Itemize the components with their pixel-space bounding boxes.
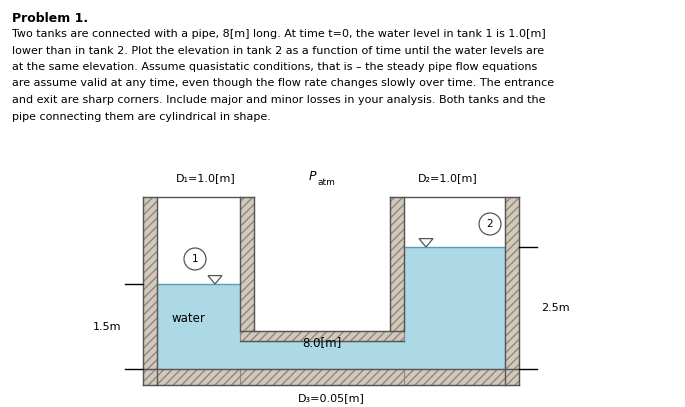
Text: atm: atm bbox=[318, 178, 336, 187]
Bar bbox=[143, 197, 157, 369]
Bar bbox=[240, 341, 404, 369]
Text: water: water bbox=[172, 313, 206, 326]
Text: D₃=0.05[m]: D₃=0.05[m] bbox=[297, 393, 364, 403]
Bar bbox=[240, 369, 404, 385]
Text: lower than in tank 2. Plot the elevation in tank 2 as a function of time until t: lower than in tank 2. Plot the elevation… bbox=[12, 46, 544, 55]
Bar bbox=[505, 197, 519, 369]
Circle shape bbox=[479, 213, 501, 235]
Text: D₂=1.0[m]: D₂=1.0[m] bbox=[418, 173, 477, 183]
Text: Problem 1.: Problem 1. bbox=[12, 12, 88, 25]
Text: D₁=1.0[m]: D₁=1.0[m] bbox=[175, 173, 236, 183]
Bar bbox=[240, 197, 254, 331]
Bar bbox=[240, 331, 404, 341]
Text: Two tanks are connected with a pipe, 8[m] long. At time t=0, the water level in : Two tanks are connected with a pipe, 8[m… bbox=[12, 29, 546, 39]
Text: pipe connecting them are cylindrical in shape.: pipe connecting them are cylindrical in … bbox=[12, 112, 271, 122]
Text: 2.5m: 2.5m bbox=[541, 303, 570, 313]
Text: 2: 2 bbox=[486, 219, 493, 229]
Bar bbox=[390, 197, 404, 331]
Text: at the same elevation. Assume quasistatic conditions, that is – the steady pipe : at the same elevation. Assume quasistati… bbox=[12, 62, 537, 72]
Text: are assume valid at any time, even though the flow rate changes slowly over time: are assume valid at any time, even thoug… bbox=[12, 79, 554, 88]
Circle shape bbox=[184, 248, 206, 270]
Text: 1.5m: 1.5m bbox=[92, 322, 121, 331]
Bar bbox=[157, 284, 240, 369]
Text: and exit are sharp corners. Include major and minor losses in your analysis. Bot: and exit are sharp corners. Include majo… bbox=[12, 95, 545, 105]
Bar bbox=[404, 247, 505, 369]
Text: 1: 1 bbox=[192, 254, 199, 264]
Bar bbox=[143, 369, 519, 385]
Text: P: P bbox=[308, 170, 316, 183]
Text: 8.0[m]: 8.0[m] bbox=[302, 337, 342, 350]
